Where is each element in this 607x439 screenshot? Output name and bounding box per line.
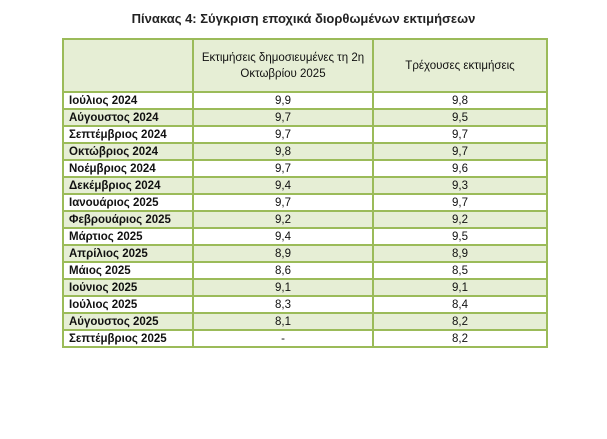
table-row: Νοέμβριος 2024 9,7 9,6 xyxy=(62,159,548,178)
current-value-cell: 8,4 xyxy=(372,295,548,314)
table-row: Ιούνιος 2025 9,1 9,1 xyxy=(62,278,548,297)
month-cell: Αύγουστος 2024 xyxy=(62,108,194,127)
published-value-cell: 8,1 xyxy=(192,312,374,331)
table-row: Ιανουάριος 2025 9,7 9,7 xyxy=(62,193,548,212)
current-value-cell: 9,3 xyxy=(372,176,548,195)
table-title: Πίνακας 4: Σύγκριση εποχικά διορθωμένων … xyxy=(131,11,476,26)
current-value-cell: 9,5 xyxy=(372,227,548,246)
published-value-cell: 9,7 xyxy=(192,125,374,144)
month-cell: Οκτώβριος 2024 xyxy=(62,142,194,161)
table-row: Δεκέμβριος 2024 9,4 9,3 xyxy=(62,176,548,195)
published-value-cell: 9,7 xyxy=(192,159,374,178)
current-value-cell: 9,7 xyxy=(372,125,548,144)
published-value-cell: 9,4 xyxy=(192,227,374,246)
published-value-cell: 9,1 xyxy=(192,278,374,297)
table-row: Ιούλιος 2024 9,9 9,8 xyxy=(62,91,548,110)
current-value-cell: 9,7 xyxy=(372,193,548,212)
month-cell: Ιανουάριος 2025 xyxy=(62,193,194,212)
table-row: Αύγουστος 2024 9,7 9,5 xyxy=(62,108,548,127)
current-value-cell: 9,2 xyxy=(372,210,548,229)
published-value-cell: 8,3 xyxy=(192,295,374,314)
header-month xyxy=(62,38,194,93)
table-row: Αύγουστος 2025 8,1 8,2 xyxy=(62,312,548,331)
published-value-cell: 9,8 xyxy=(192,142,374,161)
estimates-comparison-table: Εκτιμήσεις δημοσιευμένες τη 2η Οκτωβρίου… xyxy=(62,38,548,348)
month-cell: Μάιος 2025 xyxy=(62,261,194,280)
month-cell: Αύγουστος 2025 xyxy=(62,312,194,331)
header-row: Εκτιμήσεις δημοσιευμένες τη 2η Οκτωβρίου… xyxy=(62,38,548,93)
current-value-cell: 9,6 xyxy=(372,159,548,178)
table-row: Φεβρουάριος 2025 9,2 9,2 xyxy=(62,210,548,229)
current-value-cell: 9,8 xyxy=(372,91,548,110)
current-value-cell: 8,9 xyxy=(372,244,548,263)
month-cell: Φεβρουάριος 2025 xyxy=(62,210,194,229)
published-value-cell: 8,6 xyxy=(192,261,374,280)
published-value-cell: 9,9 xyxy=(192,91,374,110)
month-cell: Σεπτέμβριος 2024 xyxy=(62,125,194,144)
current-value-cell: 9,5 xyxy=(372,108,548,127)
table-row: Μάιος 2025 8,6 8,5 xyxy=(62,261,548,280)
current-value-cell: 8,5 xyxy=(372,261,548,280)
table-row: Απρίλιος 2025 8,9 8,9 xyxy=(62,244,548,263)
published-value-cell: 8,9 xyxy=(192,244,374,263)
month-cell: Σεπτέμβριος 2025 xyxy=(62,329,194,348)
published-value-cell: 9,4 xyxy=(192,176,374,195)
month-cell: Ιούλιος 2024 xyxy=(62,91,194,110)
published-value-cell: - xyxy=(192,329,374,348)
month-cell: Απρίλιος 2025 xyxy=(62,244,194,263)
published-value-cell: 9,2 xyxy=(192,210,374,229)
month-cell: Μάρτιος 2025 xyxy=(62,227,194,246)
current-value-cell: 9,7 xyxy=(372,142,548,161)
table-row: Σεπτέμβριος 2025-8,2 xyxy=(62,329,548,348)
table-row: Μάρτιος 2025 9,4 9,5 xyxy=(62,227,548,246)
header-published-estimates: Εκτιμήσεις δημοσιευμένες τη 2η Οκτωβρίου… xyxy=(192,38,374,93)
month-cell: Νοέμβριος 2024 xyxy=(62,159,194,178)
table-row: Σεπτέμβριος 2024 9,7 9,7 xyxy=(62,125,548,144)
month-cell: Ιούνιος 2025 xyxy=(62,278,194,297)
current-value-cell: 8,2 xyxy=(372,312,548,331)
published-value-cell: 9,7 xyxy=(192,108,374,127)
published-value-cell: 9,7 xyxy=(192,193,374,212)
current-value-cell: 8,2 xyxy=(372,329,548,348)
table-row: Ιούλιος 2025 8,3 8,4 xyxy=(62,295,548,314)
month-cell: Δεκέμβριος 2024 xyxy=(62,176,194,195)
table-row: Οκτώβριος 2024 9,8 9,7 xyxy=(62,142,548,161)
month-cell: Ιούλιος 2025 xyxy=(62,295,194,314)
current-value-cell: 9,1 xyxy=(372,278,548,297)
header-current-estimates: Τρέχουσες εκτιμήσεις xyxy=(372,38,548,93)
